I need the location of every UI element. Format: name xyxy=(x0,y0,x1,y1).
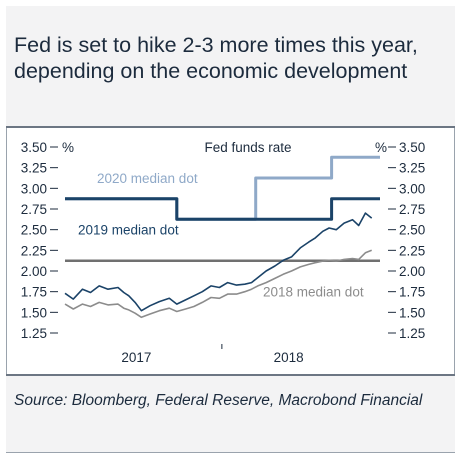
y-tick-label-left: 1.25 xyxy=(21,326,47,341)
series-line-gray xyxy=(64,249,372,319)
y-tick-label-left: 2.25 xyxy=(21,243,47,258)
y-tick-label-left: 2.75 xyxy=(21,202,47,217)
y-tick-label-right: 1.25 xyxy=(399,326,425,341)
title-panel xyxy=(6,6,455,126)
axis-ticks: 3.50 3.50 3.25 3.25 3.00 3.00 2.75 2.75 2.50 2.50… xyxy=(21,140,426,365)
y-tick-label-right: 2.50 xyxy=(399,223,425,238)
y-unit-right: % xyxy=(375,140,387,155)
series-annotation: 2019 median dot xyxy=(78,223,179,238)
chart-subtitle: Fed funds rate xyxy=(204,140,291,155)
y-tick-label-left: 3.25 xyxy=(21,161,47,176)
y-tick-label-right: 1.50 xyxy=(399,305,425,320)
y-tick-label-left: 1.75 xyxy=(21,285,47,300)
y-unit-left: % xyxy=(62,140,74,155)
source-panel xyxy=(6,376,455,452)
y-tick-label-left: 3.00 xyxy=(21,181,47,196)
y-tick-label-left: 2.00 xyxy=(21,264,47,279)
y-tick-label-left: 2.50 xyxy=(21,223,47,238)
series-layer xyxy=(64,155,380,319)
y-tick-label-right: 3.25 xyxy=(399,161,425,176)
y-tick-label-right: 3.50 xyxy=(399,140,425,155)
source-note: Source: Bloomberg, Federal Reserve, Macr… xyxy=(14,392,423,409)
chart-title: Fed is set to hike 2-3 more times this y… xyxy=(14,33,418,83)
y-tick-label-right: 3.00 xyxy=(399,181,425,196)
y-tick-label-right: 1.75 xyxy=(399,285,425,300)
end-divider xyxy=(6,452,455,453)
plot-frame xyxy=(6,128,455,374)
series-line-dot2019 xyxy=(65,197,380,221)
y-tick-label-right: 2.75 xyxy=(399,202,425,217)
label-layer: 2020 median dot 2019 median dot 2018 media… xyxy=(78,171,364,300)
x-tick-label: 2018 xyxy=(274,350,304,365)
y-tick-label-left: 3.50 xyxy=(21,140,47,155)
series-annotation: 2020 median dot xyxy=(97,171,198,186)
y-tick-label-right: 2.25 xyxy=(399,243,425,258)
series-annotation: 2018 median dot xyxy=(263,285,364,300)
y-tick-label-right: 2.00 xyxy=(399,264,425,279)
y-tick-label-left: 1.50 xyxy=(21,305,47,320)
top-divider xyxy=(6,126,455,128)
series-line-navy xyxy=(64,212,373,312)
bottom-divider xyxy=(6,374,455,376)
x-tick-label: 2017 xyxy=(121,350,151,365)
